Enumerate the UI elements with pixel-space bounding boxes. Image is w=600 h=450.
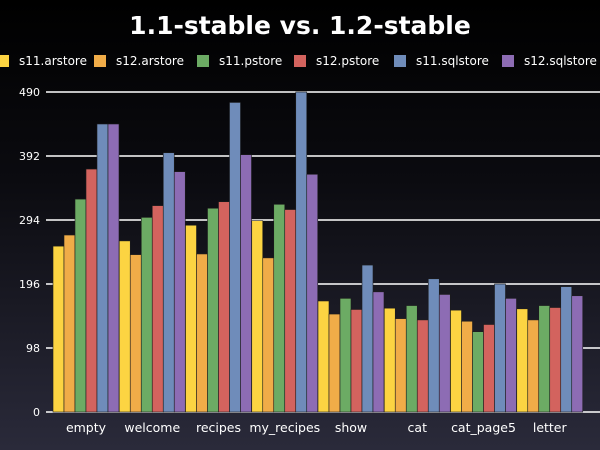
- bar: [361, 264, 374, 413]
- legend-label: s12.sqlstore: [524, 54, 597, 68]
- y-tick-label: 392: [19, 150, 40, 163]
- chart-title: 1.1-stable vs. 1.2-stable: [129, 11, 471, 40]
- bar: [229, 102, 241, 413]
- bar: [450, 309, 462, 413]
- bar: [251, 220, 264, 413]
- legend-label: s11.pstore: [219, 54, 283, 68]
- bar: [405, 305, 418, 413]
- bar: [63, 234, 76, 413]
- legend-swatch: [197, 55, 209, 67]
- legend-label: s12.pstore: [316, 54, 380, 68]
- legend-item: s11.sqlstore: [394, 50, 489, 72]
- bar: [207, 207, 219, 413]
- legend-swatch: [394, 55, 406, 67]
- bar: [118, 240, 131, 413]
- legend-swatch: [0, 55, 9, 67]
- bar: [372, 291, 385, 413]
- bar: [284, 209, 297, 413]
- legend-swatch: [294, 55, 306, 67]
- bar: [140, 217, 153, 413]
- bar: [416, 319, 429, 413]
- bar: [240, 154, 252, 413]
- bar: [339, 298, 352, 413]
- bar: [438, 294, 451, 413]
- legend-label: s11.arstore: [19, 54, 87, 68]
- legend-swatch: [502, 55, 514, 67]
- bar: [394, 318, 407, 413]
- bar: [516, 308, 529, 413]
- legend-item: s12.pstore: [294, 50, 379, 72]
- bar: [295, 91, 308, 413]
- bar: [306, 173, 319, 413]
- y-tick-label: 98: [26, 342, 40, 355]
- legend-item: s11.pstore: [197, 50, 282, 72]
- legend-item: s11.arstore: [0, 50, 87, 72]
- bar: [560, 286, 573, 413]
- bar: [273, 204, 286, 413]
- bar: [173, 171, 186, 413]
- legend-label: s12.arstore: [116, 54, 184, 68]
- bar: [483, 324, 495, 413]
- x-tick-label: empty: [66, 420, 107, 435]
- legend-label: s11.sqlstore: [416, 54, 489, 68]
- bar: [151, 205, 164, 413]
- x-tick-label: cat_page5: [451, 420, 516, 435]
- bar: [96, 123, 109, 413]
- bar: [383, 307, 396, 413]
- legend-swatch: [94, 55, 106, 67]
- bar: [571, 295, 584, 413]
- y-tick-label: 0: [33, 406, 40, 419]
- bar: [262, 257, 275, 413]
- bar: [472, 331, 484, 413]
- bar: [185, 224, 197, 413]
- bar: [85, 168, 98, 413]
- bar: [494, 283, 506, 413]
- bar: [505, 298, 517, 413]
- bar: [162, 152, 175, 413]
- x-tick-label: letter: [533, 420, 568, 435]
- bar: [538, 305, 551, 413]
- bar: [107, 123, 120, 413]
- x-tick-label: cat: [408, 420, 428, 435]
- bar: [328, 313, 341, 413]
- bar: [74, 198, 87, 413]
- x-tick-label: welcome: [124, 420, 180, 435]
- chart-legend: s11.arstore s12.arstore s11.pstore s12.p…: [0, 50, 600, 72]
- bar: [52, 245, 65, 413]
- bar: [527, 319, 540, 413]
- x-tick-label: my_recipes: [249, 420, 320, 435]
- legend-item: s12.arstore: [94, 50, 184, 72]
- bar: [350, 309, 363, 413]
- bar: [317, 300, 330, 413]
- bar: [129, 254, 142, 413]
- bar: [196, 253, 208, 413]
- bar: [218, 201, 230, 413]
- bar: [461, 320, 473, 413]
- x-tick-label: recipes: [196, 420, 241, 435]
- x-tick-label: show: [335, 420, 367, 435]
- y-tick-label: 196: [19, 278, 40, 291]
- y-tick-label: 490: [19, 86, 40, 99]
- bar: [549, 307, 562, 413]
- y-tick-label: 294: [19, 214, 40, 227]
- legend-item: s12.sqlstore: [502, 50, 597, 72]
- bar: [427, 278, 440, 413]
